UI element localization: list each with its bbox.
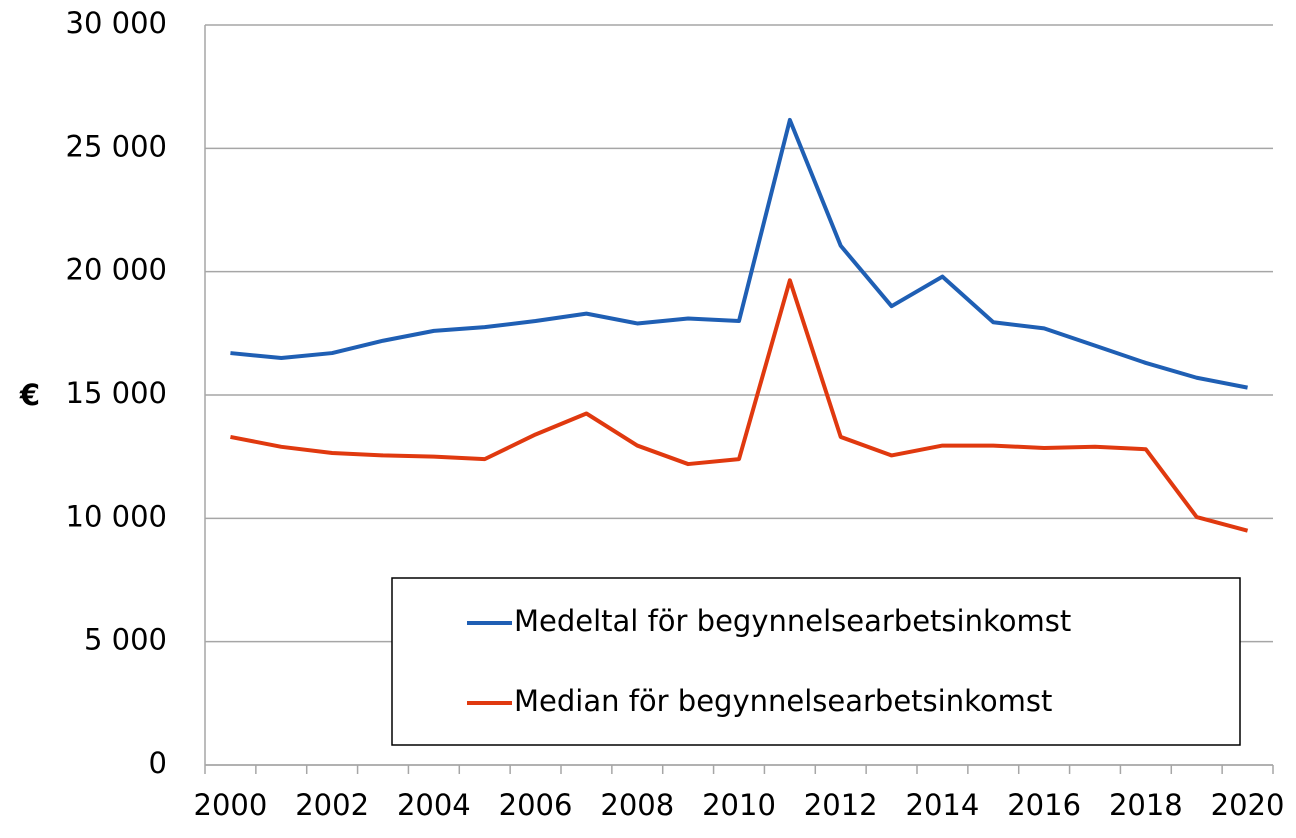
series-line [230, 117, 1248, 390]
x-tick-label: 2004 [397, 788, 471, 822]
x-tick-label: 2010 [702, 788, 776, 822]
series-line [230, 278, 1249, 533]
x-tick-label: 2008 [600, 788, 674, 822]
x-tick-label: 2000 [194, 788, 268, 822]
legend-label: Medeltal för begynnelsearbetsinkomst [514, 604, 1071, 638]
x-tick-label: 2016 [1007, 788, 1081, 822]
legend-box [391, 577, 1241, 746]
y-tick-label: 10 000 [66, 499, 167, 533]
x-tick-label: 2012 [804, 788, 878, 822]
legend-label: Median för begynnelsearbetsinkomst [514, 684, 1052, 718]
x-tick-label: 2014 [906, 788, 980, 822]
y-axis-label: € [19, 378, 40, 412]
y-tick-label: 20 000 [66, 253, 167, 287]
x-tick-label: 2020 [1211, 788, 1285, 822]
x-tick-label: 2018 [1109, 788, 1183, 822]
y-tick-label: 5 000 [84, 623, 167, 657]
y-tick-label: 15 000 [66, 376, 167, 410]
x-tick-label: 2006 [499, 788, 573, 822]
y-tick-label: 30 000 [66, 6, 167, 40]
y-tick-label: 25 000 [66, 129, 167, 163]
x-tick-label: 2002 [295, 788, 369, 822]
y-tick-label: 0 [149, 746, 167, 780]
